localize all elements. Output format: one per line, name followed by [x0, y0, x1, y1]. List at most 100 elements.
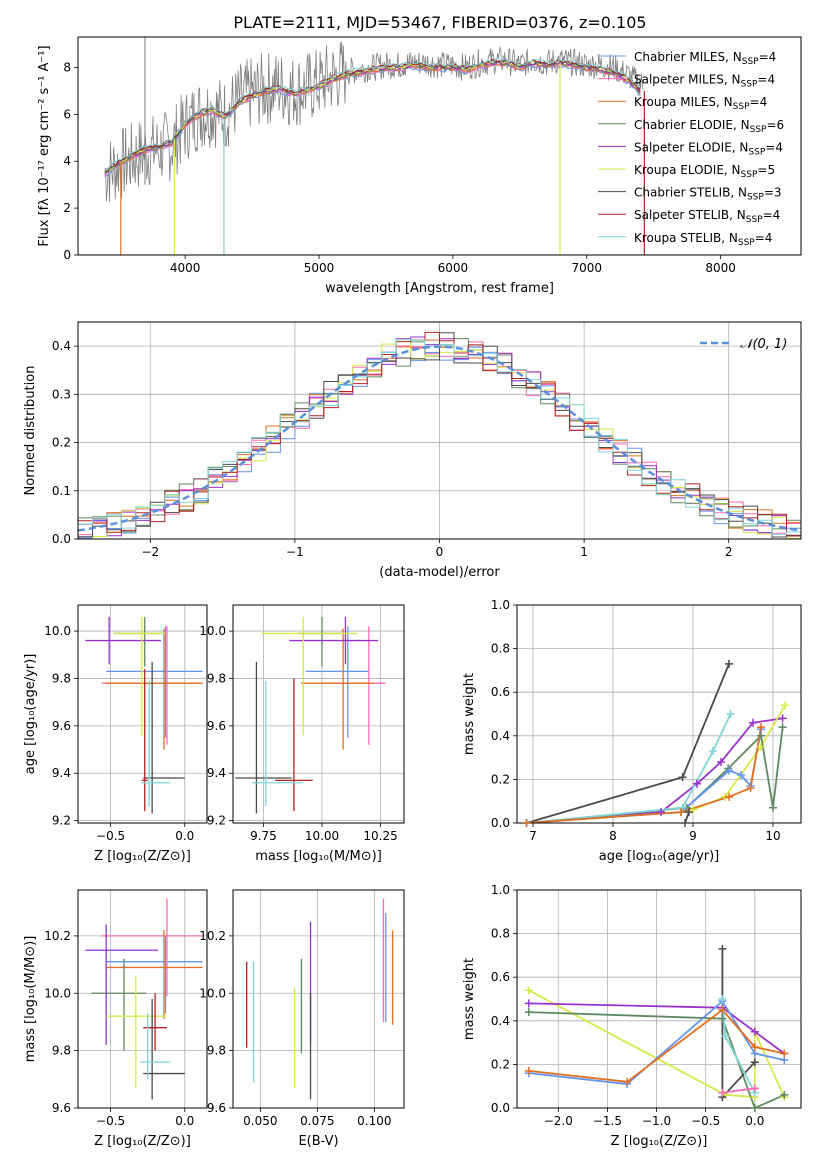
axes-weight-vs-Z: −2.0 −1.5 −1.0 −0.5 0.0 0.0 0.2 0.4 0.6 0.8 1.0 Z [… [462, 883, 802, 1149]
weight-marker [524, 1066, 533, 1075]
normal-curve [78, 345, 801, 532]
legend-label-suffix: =6 [766, 118, 784, 132]
model-line-8 [104, 57, 641, 171]
axes-frame [77, 321, 802, 540]
tick-label-y: 10.2 [44, 929, 71, 943]
y-axis-label: Flux [fλ 10⁻¹⁷ erg cm⁻² s⁻¹ A⁻¹] [37, 45, 52, 246]
legend-label: Chabrier STELIB, NSSP=3 [634, 186, 782, 203]
x-axis-label: mass [log₁₀(M/M⊙)] [255, 849, 382, 864]
weight-marker [693, 779, 701, 788]
tick-label-x: −0.5 [96, 1114, 125, 1128]
x-axis-label: Z [log₁₀(Z/Z⊙)] [94, 1134, 191, 1149]
weight-line [526, 717, 783, 823]
tick-label-y: 9.4 [52, 766, 71, 780]
weight-marker [524, 1008, 533, 1017]
tick-label-x: 7000 [572, 261, 603, 275]
y-axis-label: mass weight [462, 958, 477, 1040]
legend-label: Salpeter ELODIE, NSSP=4 [634, 140, 783, 157]
tick-label-x: 10 [765, 829, 780, 843]
tick-label-y: 9.2 [52, 814, 71, 828]
weight-line [526, 726, 762, 823]
weight-marker [657, 808, 665, 817]
axes-age-vs-Z: −0.5 0.0 9.2 9.4 9.6 9.8 10.0 Z [log₁₀(Z/Z⊙)] ag… [23, 604, 208, 864]
tick-label-x: 7 [529, 829, 537, 843]
y-axis-label: Normed distribution [23, 366, 38, 496]
tick-label-y: 0.2 [52, 436, 71, 450]
legend-label-sub: SSP [738, 238, 755, 248]
legend-label-sub: SSP [741, 170, 758, 180]
tick-label-y: 0.8 [491, 927, 510, 941]
legend-label: Salpeter MILES, NSSP=4 [634, 73, 775, 90]
legend-label-name: Salpeter STELIB, N [634, 208, 746, 222]
tick-label-y: 0.3 [52, 387, 71, 401]
tick-label-x: 9 [689, 829, 697, 843]
weight-line [526, 704, 786, 823]
tick-label-x: −0.5 [96, 829, 125, 843]
tick-label-x: 10.00 [305, 829, 339, 843]
tick-label-y: 4 [63, 154, 71, 168]
legend-label-name: Kroupa MILES, N [634, 95, 733, 109]
x-axis-label: E(B-V) [298, 1134, 338, 1149]
weight-marker [757, 723, 765, 732]
tick-label-y: 10.0 [199, 624, 226, 638]
legend-label: Kroupa MILES, NSSP=4 [634, 95, 767, 112]
tick-label-x: 0.0 [175, 829, 194, 843]
normal-legend-label: 𝒩(0, 1) [740, 337, 787, 352]
legend-label-suffix: =4 [757, 73, 775, 87]
tick-label-x: 8 [609, 829, 617, 843]
tick-label-x: 4000 [170, 261, 201, 275]
weight-marker [524, 986, 533, 995]
weight-marker [522, 819, 531, 827]
plot-layer: 4000 5000 6000 7000 8000 0 2 4 6 8 wavelength [Ang… [23, 36, 802, 1149]
legend-label-suffix: =4 [765, 140, 783, 154]
weight-marker [749, 718, 757, 727]
weight-marker [750, 1104, 759, 1112]
weight-line [526, 729, 762, 823]
plot-area-age-vs-mass [235, 616, 386, 814]
legend-label-suffix: =5 [757, 163, 775, 177]
legend-label-sub: SSP [742, 57, 759, 67]
tick-label-x: −2 [141, 545, 159, 559]
legend-label-name: Salpeter MILES, N [634, 73, 741, 87]
tick-label-x: −2.0 [544, 1114, 573, 1128]
tick-label-y: 9.8 [52, 671, 71, 685]
tick-label-y: 9.6 [52, 1101, 71, 1115]
tick-label-y: 0.6 [491, 970, 510, 984]
residual-histogram-8 [78, 339, 801, 535]
tick-label-y: 9.8 [52, 1044, 71, 1058]
axes-age-vs-mass: 9.75 10.00 10.25 9.2 9.4 9.6 9.8 10.0 mass [log₁… [199, 604, 405, 864]
plot-area-spectrum [104, 37, 645, 255]
plot-area-residuals [78, 331, 801, 539]
weight-marker [721, 1032, 730, 1041]
tick-label-x: 2 [725, 545, 733, 559]
legend-label: Kroupa STELIB, NSSP=4 [634, 231, 772, 248]
tick-label-y: 9.8 [207, 671, 226, 685]
axes-weight-vs-age: 7 8 9 10 0.0 0.2 0.4 0.6 0.8 1.0 age [log₁₀(age/yr… [462, 598, 802, 864]
legend-label: Chabrier ELODIE, NSSP=6 [634, 118, 784, 135]
tick-label-y: 9.6 [52, 719, 71, 733]
tick-label-x: 0.075 [300, 1114, 334, 1128]
weight-marker [678, 773, 687, 782]
legend-label-suffix: =4 [750, 95, 768, 109]
tick-label-y: 8 [63, 60, 71, 74]
axes-frame [232, 889, 405, 1109]
weight-marker [725, 766, 733, 775]
tick-label-x: 0.0 [745, 1114, 764, 1128]
weight-marker [725, 792, 733, 801]
tick-label-y: 0.0 [491, 1101, 510, 1115]
weight-line [721, 948, 756, 1100]
legend-label-name: Kroupa STELIB, N [634, 231, 738, 245]
weight-marker [746, 784, 755, 793]
weight-marker [718, 1088, 727, 1097]
weight-line [526, 663, 730, 823]
legend-label-sub: SSP [747, 193, 764, 203]
tick-label-x: −0.5 [691, 1114, 720, 1128]
weight-marker [681, 819, 689, 827]
legend-label: Chabrier MILES, NSSP=4 [634, 50, 776, 67]
axes-spectrum: 4000 5000 6000 7000 8000 0 2 4 6 8 wavelength [Ang… [37, 36, 802, 296]
tick-label-y: 10.0 [44, 624, 71, 638]
legend-label-name: Chabrier ELODIE, N [634, 118, 750, 132]
weight-marker [781, 701, 789, 710]
plot-area-mass-vs-Z [85, 898, 203, 1100]
